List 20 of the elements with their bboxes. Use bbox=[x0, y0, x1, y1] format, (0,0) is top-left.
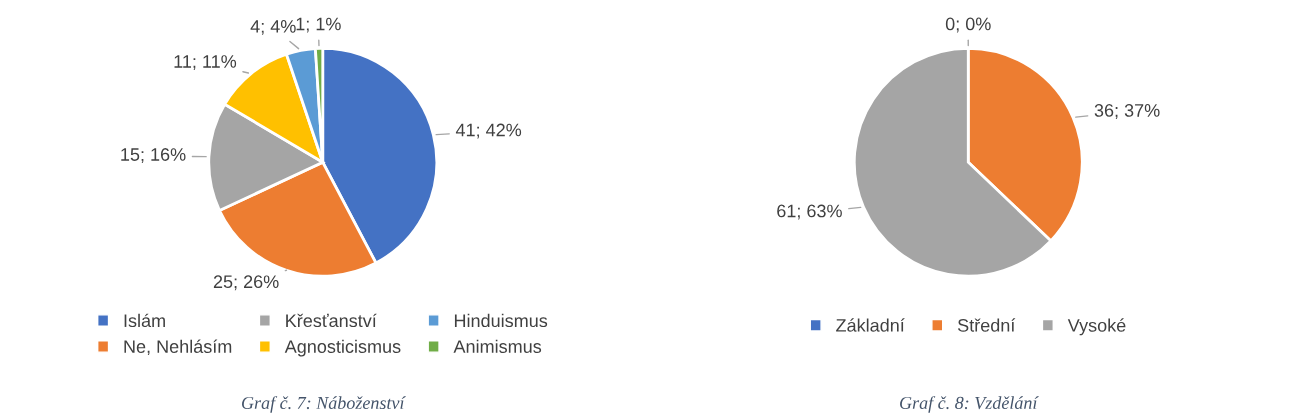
data-label: 11; 11% bbox=[174, 55, 237, 70]
legend-label: Vysoké bbox=[1067, 318, 1126, 336]
data-label: 4; 4% bbox=[250, 20, 296, 35]
legend-label: Základní bbox=[836, 318, 905, 332]
data-label: 15; 16% bbox=[121, 148, 186, 164]
legend-label: Animismus bbox=[453, 339, 542, 353]
legend-label: Křesťanství bbox=[286, 313, 377, 328]
legend-label: Střední bbox=[957, 318, 1016, 332]
legend-label: Hinduismus bbox=[454, 313, 548, 328]
legend-label: Islám bbox=[124, 313, 165, 328]
legend-label: Ne, Nehlásím bbox=[124, 339, 232, 356]
data-label: 1; 1% bbox=[296, 17, 341, 33]
data-label: 36; 37% bbox=[1094, 104, 1160, 119]
data-label: 61; 63% bbox=[777, 204, 842, 220]
data-label: 25; 26% bbox=[213, 275, 279, 291]
data-label: 41; 42% bbox=[455, 123, 522, 139]
legend-label: Agnosticismus bbox=[284, 339, 401, 357]
text: 0; 0% bbox=[945, 17, 991, 33]
text: Graf č. 8: Vzdělání bbox=[900, 396, 1039, 413]
text: Graf č. 7: Náboženství bbox=[242, 396, 406, 413]
